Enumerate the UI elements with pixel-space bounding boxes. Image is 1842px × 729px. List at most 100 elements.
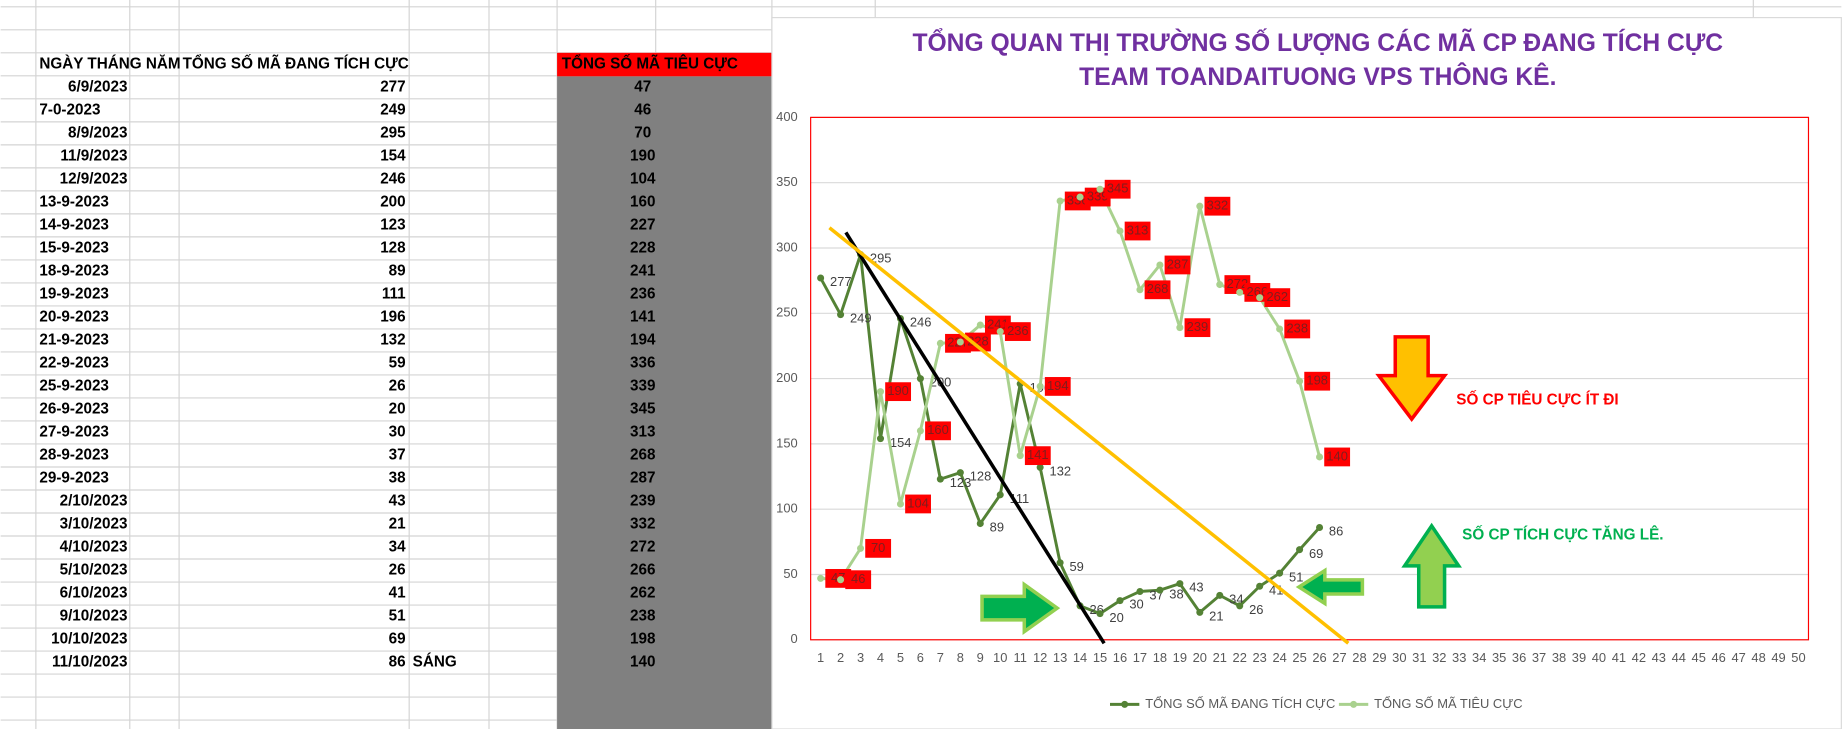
point: [1296, 546, 1304, 554]
point: [1096, 610, 1104, 618]
positive-cell: 196: [380, 308, 405, 325]
negative-cell: 332: [630, 516, 655, 533]
arrow-down: [1375, 335, 1449, 423]
x-tick-label: 9: [977, 650, 984, 665]
point: [876, 388, 885, 396]
x-tick-label: 17: [1133, 650, 1147, 665]
x-tick-label: 46: [1711, 650, 1725, 665]
data-label: 154: [890, 435, 912, 450]
point: [1036, 382, 1044, 390]
date-cell: 25-9-2023: [39, 377, 109, 394]
legend-label: TỔNG SỐ MÃ ĐANG TÍCH CỰC: [1145, 696, 1335, 711]
date-cell: 20-9-2023: [39, 308, 109, 325]
point: [1216, 281, 1224, 289]
x-tick-label: 12: [1033, 650, 1047, 665]
negative-cell: 236: [630, 285, 655, 302]
label-box: [925, 421, 951, 441]
x-tick-label: 24: [1272, 650, 1286, 665]
negative-cell: 339: [630, 377, 655, 394]
positive-cell: 21: [389, 516, 406, 533]
negative-cell: 160: [630, 193, 655, 210]
date-cell: 15-9-2023: [39, 239, 109, 256]
positive-cell: 249: [380, 101, 405, 118]
date-cell: 7-0-2023: [39, 101, 100, 118]
x-tick-label: 21: [1213, 650, 1227, 665]
positive-cell: 277: [380, 78, 405, 95]
point: [956, 469, 964, 477]
date-cell: 27-9-2023: [39, 424, 109, 441]
positive-cell: 154: [380, 147, 406, 164]
positive-cell: 43: [389, 493, 406, 510]
label-box: [1084, 187, 1111, 207]
data-label: 21: [1209, 608, 1223, 623]
data-label: 295: [870, 251, 892, 266]
point: [916, 375, 924, 383]
date-cell: 3/10/2023: [60, 516, 128, 533]
point: [837, 576, 845, 584]
data-label: 246: [910, 315, 932, 330]
x-tick-label: 44: [1672, 650, 1686, 665]
data-label: 239: [1187, 319, 1209, 334]
point: [1316, 523, 1324, 531]
data-label: 249: [850, 311, 872, 326]
date-cell: 19-9-2023: [39, 285, 109, 302]
header-cell: TỔNG SỐ MÃ ĐANG TÍCH CỰC: [183, 54, 409, 72]
trend-line-black: [844, 231, 1106, 645]
data-label: 69: [1309, 546, 1323, 561]
data-label: 30: [1129, 597, 1143, 612]
data-label: 128: [970, 469, 992, 484]
point: [1296, 377, 1304, 385]
annotation: SỐ CP TIÊU CỰC ÍT ĐI: [1456, 390, 1618, 408]
data-label: 339: [1087, 188, 1109, 203]
y-tick-label: 350: [776, 174, 798, 189]
x-tick-label: 29: [1372, 650, 1386, 665]
positive-cell: 200: [380, 193, 405, 210]
label-box: [885, 382, 912, 402]
data-label: 313: [1127, 222, 1149, 237]
negative-cell: 313: [630, 424, 655, 441]
date-cell: 6/10/2023: [60, 585, 128, 602]
x-tick-label: 22: [1233, 650, 1247, 665]
point: [1236, 288, 1244, 296]
positive-cell: 89: [389, 262, 406, 279]
data-label: 277: [830, 274, 852, 289]
chart-subtitle: TEAM TOANDAITUONG VPS THÔNG KÊ.: [1079, 63, 1556, 91]
y-tick-label: 0: [791, 631, 798, 646]
label-box: [1064, 191, 1091, 211]
date-cell: 11/10/2023: [52, 654, 127, 671]
negative-cell: 140: [630, 654, 655, 671]
data-label: 238: [1286, 320, 1308, 335]
data-label: 26: [1249, 602, 1263, 617]
x-tick-label: 11: [1013, 650, 1026, 665]
point: [876, 435, 885, 443]
negative-cell: 228: [630, 239, 656, 256]
label-box: [1044, 377, 1071, 396]
data-label: 86: [1329, 524, 1343, 539]
x-tick-label: 43: [1652, 650, 1666, 665]
arrow-right: [980, 581, 1061, 635]
legend-marker: [1350, 700, 1358, 708]
x-tick-label: 39: [1572, 650, 1586, 665]
positive-cell: 295: [380, 124, 406, 141]
data-label: 51: [1289, 569, 1303, 584]
point: [817, 274, 825, 282]
annotation: SỐ CP TÍCH CỰC TĂNG LÊ.: [1462, 525, 1663, 543]
y-tick-label: 50: [783, 566, 797, 581]
negative-cell: 141: [630, 308, 656, 325]
point: [1136, 587, 1144, 595]
label-box: [1244, 283, 1271, 302]
label-box: [1304, 371, 1331, 391]
x-tick-label: 48: [1751, 650, 1765, 665]
x-tick-label: 6: [917, 650, 924, 665]
x-tick-label: 47: [1731, 650, 1745, 665]
data-label: 241: [987, 316, 1009, 331]
y-tick-label: 300: [776, 239, 798, 254]
date-cell: 14-9-2023: [39, 216, 109, 233]
negative-cell: 345: [630, 400, 656, 417]
data-label: 266: [1247, 284, 1269, 299]
x-tick-label: 8: [957, 650, 964, 665]
positive-cell: 132: [380, 331, 405, 348]
label-box: [965, 332, 991, 352]
label-box: [1184, 318, 1211, 338]
positive-cell: 37: [389, 447, 406, 464]
